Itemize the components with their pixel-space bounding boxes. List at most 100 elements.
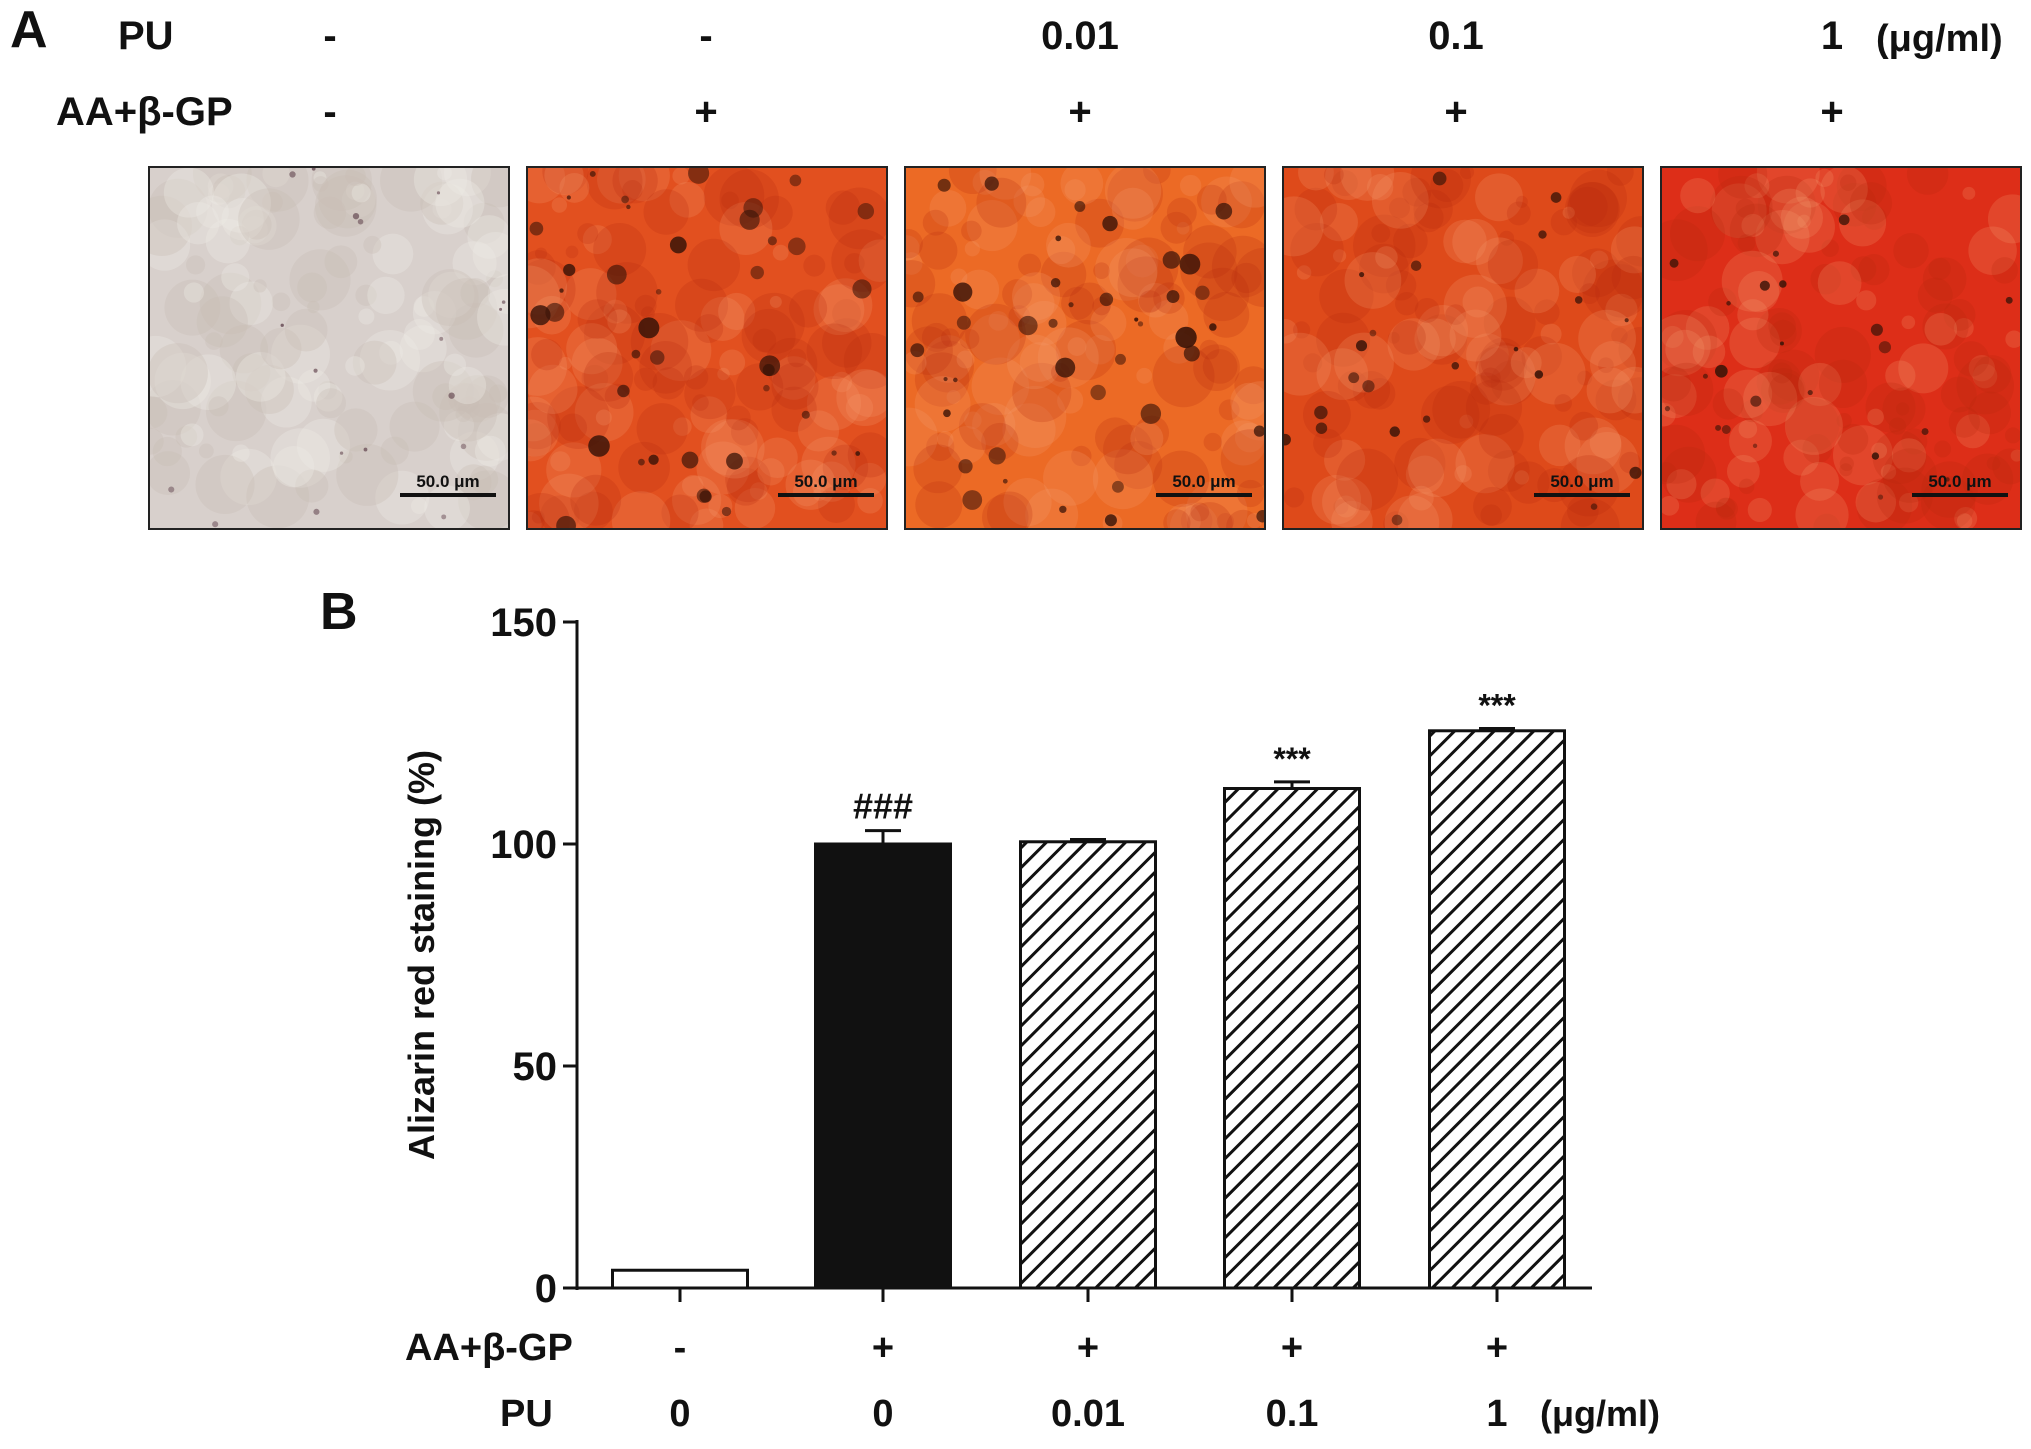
mineral-nodule <box>943 376 948 382</box>
texture-blob <box>380 168 443 212</box>
texture-blob <box>1839 456 1854 471</box>
mineral-nodule <box>962 490 983 510</box>
mineral-nodule <box>529 221 544 236</box>
texture-blob <box>1662 462 1677 485</box>
texture-blob <box>641 306 655 321</box>
texture-blob <box>1567 181 1619 234</box>
mineral-nodule <box>289 171 296 178</box>
texture-blob <box>1402 177 1432 207</box>
mineral-nodule <box>530 305 551 326</box>
texture-blob <box>743 292 805 354</box>
texture-blob <box>1218 399 1240 421</box>
texture-blob <box>1460 168 1475 180</box>
texture-blob <box>336 443 399 506</box>
texture-blob <box>564 268 617 321</box>
texture-blob <box>813 284 865 336</box>
mineral-nodule <box>1574 296 1583 304</box>
texture-blob <box>1391 320 1426 355</box>
mineral-nodule <box>1111 480 1124 493</box>
texture-blob <box>806 323 863 380</box>
texture-blob <box>844 252 865 274</box>
texture-blob <box>1618 326 1642 373</box>
texture-blob <box>1564 417 1622 475</box>
mineral-nodule <box>621 195 629 204</box>
texture-blob <box>272 446 315 488</box>
texture-blob <box>1820 168 1868 214</box>
texture-blob <box>1685 306 1730 350</box>
texture-blob <box>937 430 954 448</box>
texture-blob <box>240 216 268 244</box>
texture-blob <box>979 168 1032 200</box>
micrograph-control: 50.0 μm <box>148 166 510 530</box>
texture-blob <box>593 222 647 277</box>
scale-bar: 50.0 μm <box>1156 472 1252 497</box>
texture-blob <box>1108 248 1158 298</box>
mineral-nodule <box>1050 277 1061 288</box>
texture-blob <box>403 319 435 350</box>
texture-blob <box>964 241 980 257</box>
texture-blob <box>1738 478 1755 495</box>
texture-blob <box>913 444 963 494</box>
texture-blob <box>836 369 886 427</box>
texture-blob <box>163 168 214 218</box>
texture-blob <box>1047 236 1076 265</box>
texture-blob <box>1176 221 1190 235</box>
texture-blob <box>412 360 474 422</box>
texture-blob <box>1353 214 1416 278</box>
mineral-nodule <box>1166 290 1180 304</box>
texture-blob <box>229 225 250 246</box>
texture-blob <box>420 181 464 225</box>
texture-blob <box>612 168 658 204</box>
texture-blob <box>570 474 622 526</box>
texture-blob <box>324 245 358 279</box>
mineral-nodule <box>439 336 444 341</box>
texture-blob <box>1469 372 1503 405</box>
texture-blob <box>1922 257 1967 302</box>
texture-blob <box>919 231 958 270</box>
texture-blob <box>528 258 568 315</box>
texture-blob <box>379 340 403 365</box>
mineral-nodule <box>831 450 837 456</box>
mineral-nodule <box>1315 422 1328 434</box>
texture-blob <box>972 402 1016 447</box>
texture-blob <box>1837 423 1869 455</box>
texture-blob <box>914 352 970 407</box>
mineral-nodule <box>2005 296 2013 304</box>
texture-blob <box>1226 509 1261 528</box>
texture-blob <box>296 418 351 472</box>
texture-blob <box>375 470 430 525</box>
texture-blob <box>831 371 853 393</box>
texture-blob <box>380 436 409 465</box>
mineral-nodule <box>1183 345 1200 362</box>
panel-a-pu-value: - <box>323 14 337 58</box>
texture-blob <box>675 278 729 332</box>
mineral-nodule <box>1451 362 1460 370</box>
texture-blob <box>1298 168 1334 191</box>
texture-blob <box>531 338 563 371</box>
texture-blob <box>1891 438 1927 473</box>
texture-blob <box>1185 480 1248 528</box>
texture-blob <box>1020 172 1045 197</box>
texture-blob <box>583 303 646 365</box>
mineral-nodule <box>1432 171 1447 186</box>
mineral-nodule <box>441 514 447 520</box>
texture-blob <box>1114 441 1163 490</box>
texture-blob <box>1061 286 1095 320</box>
texture-blob <box>771 356 816 400</box>
texture-blob <box>289 249 351 311</box>
texture-blob <box>372 233 414 275</box>
texture-blob <box>1885 360 1916 391</box>
mineral-nodule <box>1253 425 1264 437</box>
texture-blob <box>458 470 508 528</box>
texture-blob <box>528 511 542 528</box>
texture-blob <box>921 340 974 393</box>
texture-blob <box>595 409 612 426</box>
texture-blob <box>221 263 250 292</box>
texture-blob <box>700 296 745 341</box>
texture-blob <box>270 428 330 488</box>
texture-blob <box>906 229 923 259</box>
mineral-nodule <box>563 263 576 277</box>
texture-blob <box>367 276 405 315</box>
texture-blob <box>1737 299 1769 331</box>
texture-blob <box>683 365 709 390</box>
